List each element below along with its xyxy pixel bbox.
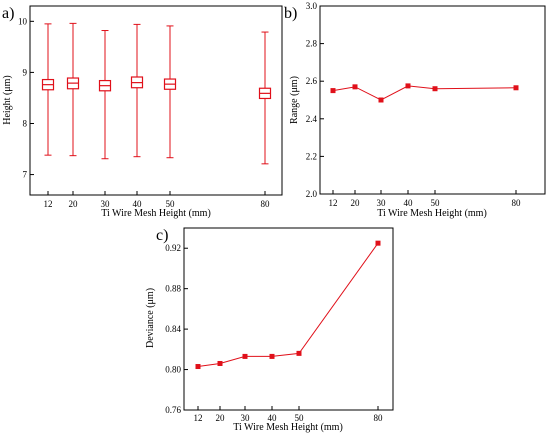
series-marker — [296, 350, 302, 356]
y-tick-label: 2.8 — [306, 39, 318, 49]
x-tick-label: 80 — [374, 413, 384, 423]
y-tick-label: 9 — [23, 67, 28, 77]
series-marker — [513, 85, 519, 91]
panel-c: c) 0.76 0.80 0.84 0.88 0.92 12 20 30 40 50 80 Dev… — [145, 227, 394, 433]
panel-b-frame — [319, 5, 546, 195]
panel-a-y-label: Height (μm) — [2, 75, 13, 125]
x-tick-label: 30 — [377, 198, 387, 208]
panel-b-y-ticks: 2.0 2.2 2.4 2.6 2.8 3.0 — [306, 1, 324, 199]
x-tick-label: 40 — [133, 199, 143, 209]
x-tick-label: 80 — [261, 199, 271, 209]
x-tick-label: 20 — [69, 199, 79, 209]
y-tick-label: 2.6 — [306, 76, 318, 86]
panel-b-label: b) — [284, 5, 297, 22]
y-tick-label: 2.4 — [306, 114, 318, 124]
x-tick-label: 50 — [431, 198, 441, 208]
panel-a-y-ticks: 7 8 9 10 — [18, 16, 34, 180]
series-marker — [242, 353, 248, 359]
x-tick-label: 12 — [194, 413, 203, 423]
panel-c-y-label: Deviance (μm) — [145, 288, 156, 348]
y-tick-label: 0.80 — [165, 365, 181, 375]
series-marker — [378, 97, 384, 103]
y-tick-label: 8 — [23, 118, 28, 128]
x-tick-label: 80 — [512, 198, 522, 208]
series-marker — [405, 83, 411, 89]
series-marker — [375, 240, 381, 246]
y-tick-label: 0.84 — [165, 324, 181, 334]
series-line — [332, 85, 517, 101]
panel-a-x-ticks: 12 20 30 40 50 80 — [44, 191, 271, 209]
panel-b-y-label: Range (μm) — [289, 76, 300, 124]
panel-b-x-label: Ti Wire Mesh Height (mm) — [377, 208, 487, 219]
y-tick-label: 2.0 — [306, 189, 318, 199]
panel-a-boxes — [41, 22, 272, 165]
x-tick-label: 12 — [329, 198, 338, 208]
y-tick-label: 2.2 — [306, 151, 317, 161]
x-tick-label: 40 — [268, 413, 278, 423]
y-tick-label: 0.92 — [165, 243, 181, 253]
series-marker — [352, 84, 358, 90]
series-marker — [330, 88, 336, 94]
x-tick-label: 40 — [404, 198, 414, 208]
y-tick-label: 0.88 — [165, 284, 181, 294]
panel-c-frame — [183, 227, 394, 411]
x-tick-label: 20 — [216, 413, 226, 423]
panel-c-y-ticks: 0.76 0.80 0.84 0.88 0.92 — [165, 243, 188, 415]
panel-b-x-ticks: 12 20 30 40 50 80 — [329, 190, 522, 208]
y-tick-label: 3.0 — [306, 1, 318, 11]
panel-a-frame — [29, 5, 283, 196]
panel-c-x-ticks: 12 20 30 40 50 80 — [194, 406, 384, 423]
panel-a: a) 7 8 9 10 12 20 30 40 50 80 Height (μm) Ti Wir… — [2, 5, 283, 219]
x-tick-label: 20 — [351, 198, 361, 208]
panel-c-series — [195, 240, 381, 370]
y-tick-label: 0.76 — [165, 405, 181, 415]
panel-b: b) 2.0 2.2 2.4 2.6 2.8 3.0 12 20 30 40 50 80 Range… — [284, 1, 546, 219]
x-tick-label: 12 — [44, 199, 53, 209]
series-line — [197, 242, 379, 368]
series-marker — [217, 360, 223, 366]
panel-c-x-label: Ti Wire Mesh Height (mm) — [233, 422, 343, 433]
y-tick-label: 10 — [18, 16, 28, 26]
series-marker — [432, 86, 438, 92]
y-tick-label: 7 — [23, 170, 28, 180]
series-marker — [269, 353, 275, 359]
x-tick-label: 30 — [101, 199, 111, 209]
panel-b-series — [330, 83, 519, 103]
x-tick-label: 50 — [166, 199, 176, 209]
panel-a-x-label: Ti Wire Mesh Height (mm) — [101, 208, 211, 219]
x-tick-label: 30 — [241, 413, 251, 423]
panel-c-label: c) — [156, 227, 168, 244]
panel-a-label: a) — [2, 5, 14, 22]
x-tick-label: 50 — [295, 413, 305, 423]
series-marker — [195, 364, 201, 370]
